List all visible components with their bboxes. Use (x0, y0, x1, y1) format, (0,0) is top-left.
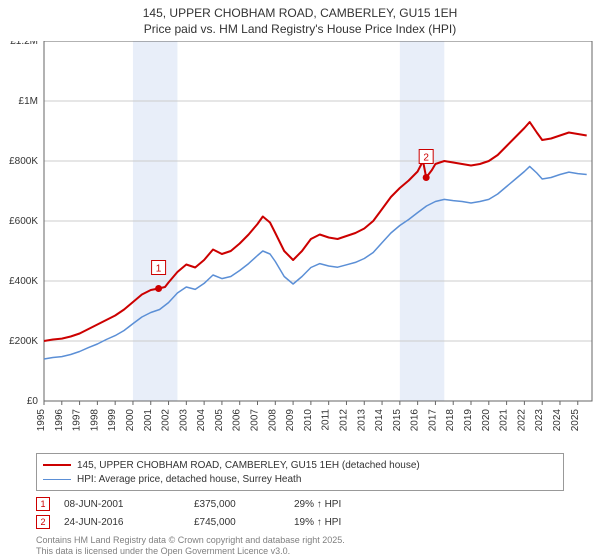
svg-text:2011: 2011 (321, 409, 332, 431)
footer-line1: Contains HM Land Registry data © Crown c… (36, 535, 564, 546)
svg-text:1999: 1999 (107, 409, 118, 432)
svg-text:2014: 2014 (374, 409, 385, 432)
marker-badge-1: 1 (36, 497, 50, 511)
legend-label-hpi: HPI: Average price, detached house, Surr… (77, 474, 301, 485)
svg-text:2012: 2012 (338, 409, 349, 432)
svg-text:2004: 2004 (196, 409, 207, 432)
svg-text:£200K: £200K (9, 336, 38, 347)
marker-delta-1: 29% ↑ HPI (294, 499, 394, 510)
svg-text:2016: 2016 (410, 409, 421, 432)
svg-text:2013: 2013 (356, 409, 367, 432)
marker-delta-2: 19% ↑ HPI (294, 517, 394, 528)
svg-text:2019: 2019 (463, 409, 474, 432)
svg-text:£800K: £800K (9, 156, 38, 167)
svg-text:2009: 2009 (285, 409, 296, 432)
marker-date-2: 24-JUN-2016 (64, 517, 194, 528)
svg-text:2018: 2018 (445, 409, 456, 432)
svg-text:2020: 2020 (481, 409, 492, 432)
svg-text:2021: 2021 (499, 409, 510, 432)
line-chart: £0 £200K £400K £600K £800K £1M £1.2M 1995 1996 19… (0, 41, 600, 449)
svg-text:1995: 1995 (36, 409, 47, 432)
svg-text:2: 2 (423, 153, 429, 164)
svg-text:2006: 2006 (232, 409, 243, 432)
marker-row-1: 1 08-JUN-2001 £375,000 29% ↑ HPI (36, 495, 564, 513)
svg-text:1997: 1997 (72, 409, 83, 432)
svg-text:£600K: £600K (9, 216, 38, 227)
svg-text:£1M: £1M (19, 96, 38, 107)
svg-text:1998: 1998 (89, 409, 100, 432)
chart-container: 145, UPPER CHOBHAM ROAD, CAMBERLEY, GU15… (0, 0, 600, 560)
svg-text:£0: £0 (27, 396, 39, 407)
svg-text:2005: 2005 (214, 409, 225, 432)
svg-text:2010: 2010 (303, 409, 314, 432)
svg-text:2023: 2023 (534, 409, 545, 432)
svg-text:2003: 2003 (178, 409, 189, 432)
footer: Contains HM Land Registry data © Crown c… (36, 535, 564, 558)
marker-date-1: 08-JUN-2001 (64, 499, 194, 510)
svg-text:1: 1 (156, 264, 162, 275)
legend-swatch-price-paid (43, 464, 71, 466)
svg-text:2022: 2022 (516, 409, 527, 432)
marker-badge-2: 2 (36, 515, 50, 529)
svg-text:2017: 2017 (427, 409, 438, 432)
svg-text:2008: 2008 (267, 409, 278, 432)
svg-text:2000: 2000 (125, 409, 136, 432)
marker-price-2: £745,000 (194, 517, 294, 528)
marker-price-1: £375,000 (194, 499, 294, 510)
legend: 145, UPPER CHOBHAM ROAD, CAMBERLEY, GU15… (36, 453, 564, 491)
legend-swatch-hpi (43, 479, 71, 480)
svg-text:2002: 2002 (161, 409, 172, 432)
svg-text:2015: 2015 (392, 409, 403, 432)
svg-text:2025: 2025 (570, 409, 581, 432)
svg-text:£400K: £400K (9, 276, 38, 287)
chart-title-line1: 145, UPPER CHOBHAM ROAD, CAMBERLEY, GU15… (0, 6, 600, 22)
marker-row-2: 2 24-JUN-2016 £745,000 19% ↑ HPI (36, 513, 564, 531)
chart-title-block: 145, UPPER CHOBHAM ROAD, CAMBERLEY, GU15… (0, 0, 600, 41)
svg-text:1996: 1996 (54, 409, 65, 432)
legend-label-price-paid: 145, UPPER CHOBHAM ROAD, CAMBERLEY, GU15… (77, 460, 420, 471)
svg-text:£1.2M: £1.2M (10, 41, 38, 47)
svg-text:2007: 2007 (250, 409, 261, 432)
legend-item-price-paid: 145, UPPER CHOBHAM ROAD, CAMBERLEY, GU15… (43, 458, 557, 472)
marker-table: 1 08-JUN-2001 £375,000 29% ↑ HPI 2 24-JU… (36, 495, 564, 531)
svg-text:2024: 2024 (552, 409, 563, 432)
footer-line2: This data is licensed under the Open Gov… (36, 546, 564, 557)
svg-text:2001: 2001 (143, 409, 154, 432)
chart-title-line2: Price paid vs. HM Land Registry's House … (0, 22, 600, 38)
legend-item-hpi: HPI: Average price, detached house, Surr… (43, 472, 557, 486)
